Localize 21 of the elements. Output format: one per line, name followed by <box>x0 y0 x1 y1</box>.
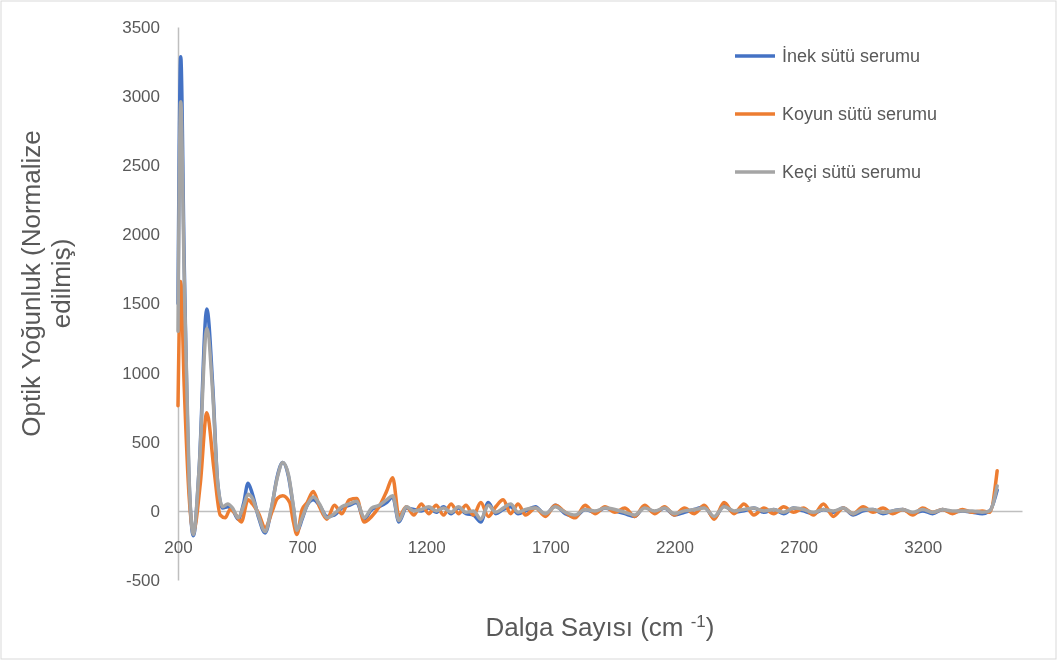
legend-label: Koyun sütü serumu <box>782 104 938 124</box>
y-tick-label: 1500 <box>122 294 160 314</box>
y-tick-label: 3000 <box>122 87 160 107</box>
x-tick-label: 700 <box>288 537 317 557</box>
legend-label: Keçi sütü serumu <box>782 162 922 182</box>
y-axis-title: Optik Yoğunluk (Normalize edilmiş) <box>16 130 76 437</box>
y-tick-label: 2000 <box>122 225 160 245</box>
y-tick-label: 3500 <box>122 17 160 37</box>
y-tick-label: 2500 <box>122 156 160 176</box>
legend-label: İnek sütü serumu <box>782 46 921 66</box>
x-tick-label: 1200 <box>407 537 446 557</box>
x-tick-label: 1700 <box>531 537 570 557</box>
y-tick-label: -500 <box>125 570 160 590</box>
y-tick-label: 1000 <box>122 363 160 383</box>
y-tick-label: 500 <box>131 432 160 452</box>
y-tick-label: 0 <box>150 501 160 521</box>
x-axis-title: Dalga Sayısı (cm $^{-1}$) <box>485 611 715 642</box>
x-tick-label: 2700 <box>780 537 818 557</box>
x-tick-label: 200 <box>164 537 193 557</box>
x-tick-label: 2200 <box>656 537 694 557</box>
x-tick-label: 3200 <box>904 537 943 557</box>
